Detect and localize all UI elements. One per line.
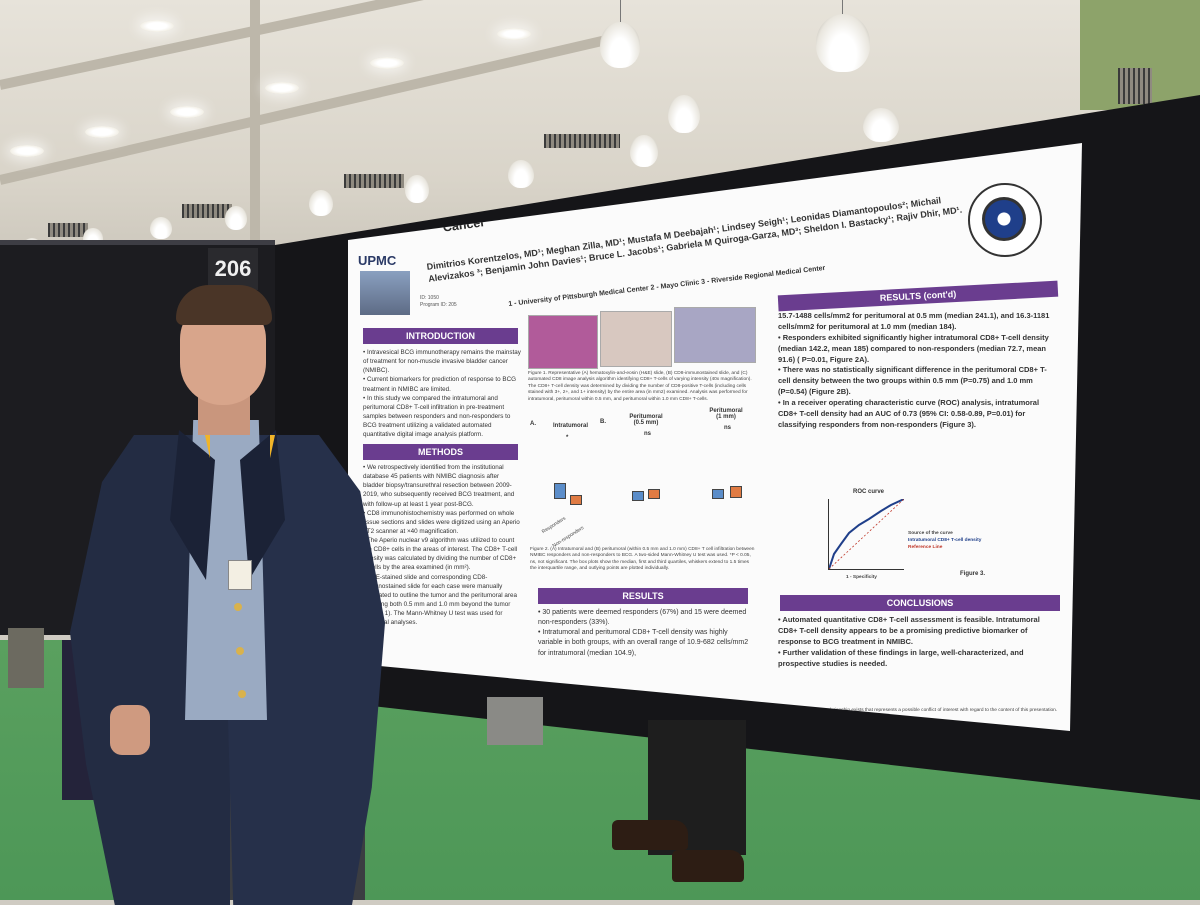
roc-curve (829, 499, 904, 569)
pendant-lamp (405, 175, 429, 203)
figure1-algorithm-image (674, 307, 756, 363)
background-person-legs (487, 697, 543, 745)
seal-emblem-icon (982, 197, 1026, 241)
results-body: • 30 patients were deemed responders (67… (538, 609, 749, 657)
roc-legend-source: Source of the curve (908, 531, 953, 536)
fig2-peri05: Peritumoral (0.5 mm) (629, 414, 663, 426)
blazer-button (234, 603, 242, 611)
air-vent (544, 134, 620, 148)
pendant-lamp (150, 217, 172, 239)
boxplot-box (570, 495, 582, 505)
upmc-logo: UPMC (358, 253, 397, 268)
conclusions-body: • Automated quantitative CD8+ T-cell ass… (778, 615, 1040, 668)
poster-id: ID: 1050 Program ID: 205 (420, 295, 457, 308)
roc-reference-line (829, 499, 904, 569)
figure3-label: Figure 3. (960, 571, 986, 577)
roc-legend-ref: Reference Line (908, 545, 943, 550)
roc-curve-svg (829, 499, 904, 569)
figure1-he-image (528, 315, 598, 369)
introduction-body: • Intravesical BCG immunotherapy remains… (363, 349, 521, 439)
fig2-peri10: Peritumoral (1 mm) (709, 408, 743, 420)
boxplot-box (632, 491, 644, 501)
air-vent (48, 223, 88, 237)
fig2-label-a: A. (530, 421, 536, 427)
fig2-nonresponders-label: Non-responders (551, 525, 586, 550)
shoe (612, 820, 688, 850)
ceiling-light (170, 106, 204, 118)
fig2-ns-label: ns (644, 431, 652, 437)
boxplot-box (648, 489, 660, 499)
name-badge (228, 560, 252, 590)
pendant-lamp (508, 160, 534, 188)
university-seal (968, 183, 1042, 257)
air-vent (344, 174, 404, 188)
boxplot-box (554, 483, 566, 499)
methods-body: • We retrospectively identified from the… (363, 464, 520, 627)
shoe (672, 850, 744, 882)
boxplot-box (730, 486, 742, 498)
pendant-lamp (309, 190, 333, 216)
ceiling-light (140, 20, 174, 32)
ceiling-light (370, 57, 404, 69)
results-contd-heading: RESULTS (cont'd) (777, 280, 1059, 312)
pendant-cord (620, 0, 621, 22)
roc-legend-series: Intratumoral CD8+ T-cell density (908, 538, 982, 543)
roc-xlabel: 1 - Specificity (846, 575, 877, 580)
pendant-lamp (600, 22, 640, 68)
figure2-caption: Figure 2. (A) Intratumoral and (B) perit… (530, 547, 755, 572)
ceiling-beam (250, 0, 260, 300)
results-contd-body: 15.7-1488 cells/mm2 for peritumoral at 0… (778, 311, 1050, 429)
hair (176, 285, 272, 325)
introduction-heading: INTRODUCTION (363, 328, 518, 344)
conclusions-heading: CONCLUSIONS (780, 595, 1060, 611)
roc-title: ROC curve (853, 489, 885, 495)
fig2-responders-label: Responders (540, 515, 567, 536)
research-poster: UPMC ID: 1050 Program ID: 205 Automated … (348, 143, 1082, 731)
ceiling-light (85, 126, 119, 138)
pendant-lamp (816, 14, 870, 72)
air-vent (1118, 68, 1152, 104)
disclaimer: No relationship exists that represents a… (818, 708, 1058, 713)
boxplot-box (712, 489, 724, 499)
ceiling-light (265, 82, 299, 94)
background-person-legs (8, 628, 44, 688)
fig2-label-b: B. (600, 419, 606, 425)
fig2-ns-label: ns (724, 425, 732, 431)
ceiling-light (10, 145, 44, 157)
booth-number: 206 (208, 248, 258, 290)
figure1-cd8-image (600, 311, 672, 367)
hand (110, 705, 150, 755)
results-heading: RESULTS (538, 588, 748, 604)
presenter-person (70, 285, 400, 905)
blazer-button (236, 647, 244, 655)
figure1-caption: Figure 1. Representative (A) hematoxylin… (528, 371, 752, 402)
fig2-significance-star: * (566, 435, 569, 441)
pendant-lamp (863, 108, 899, 142)
pendant-lamp (630, 135, 658, 167)
air-vent (182, 204, 232, 218)
blazer-button (238, 690, 246, 698)
ceiling-light (497, 28, 531, 40)
logo-building-photo (360, 271, 410, 315)
methods-heading: METHODS (363, 444, 518, 460)
roc-plot (828, 499, 904, 570)
pendant-cord (842, 0, 843, 18)
pendant-lamp (668, 95, 700, 133)
pendant-lamp (225, 206, 247, 230)
fig2-intratumoral: Intratumoral (553, 423, 589, 429)
